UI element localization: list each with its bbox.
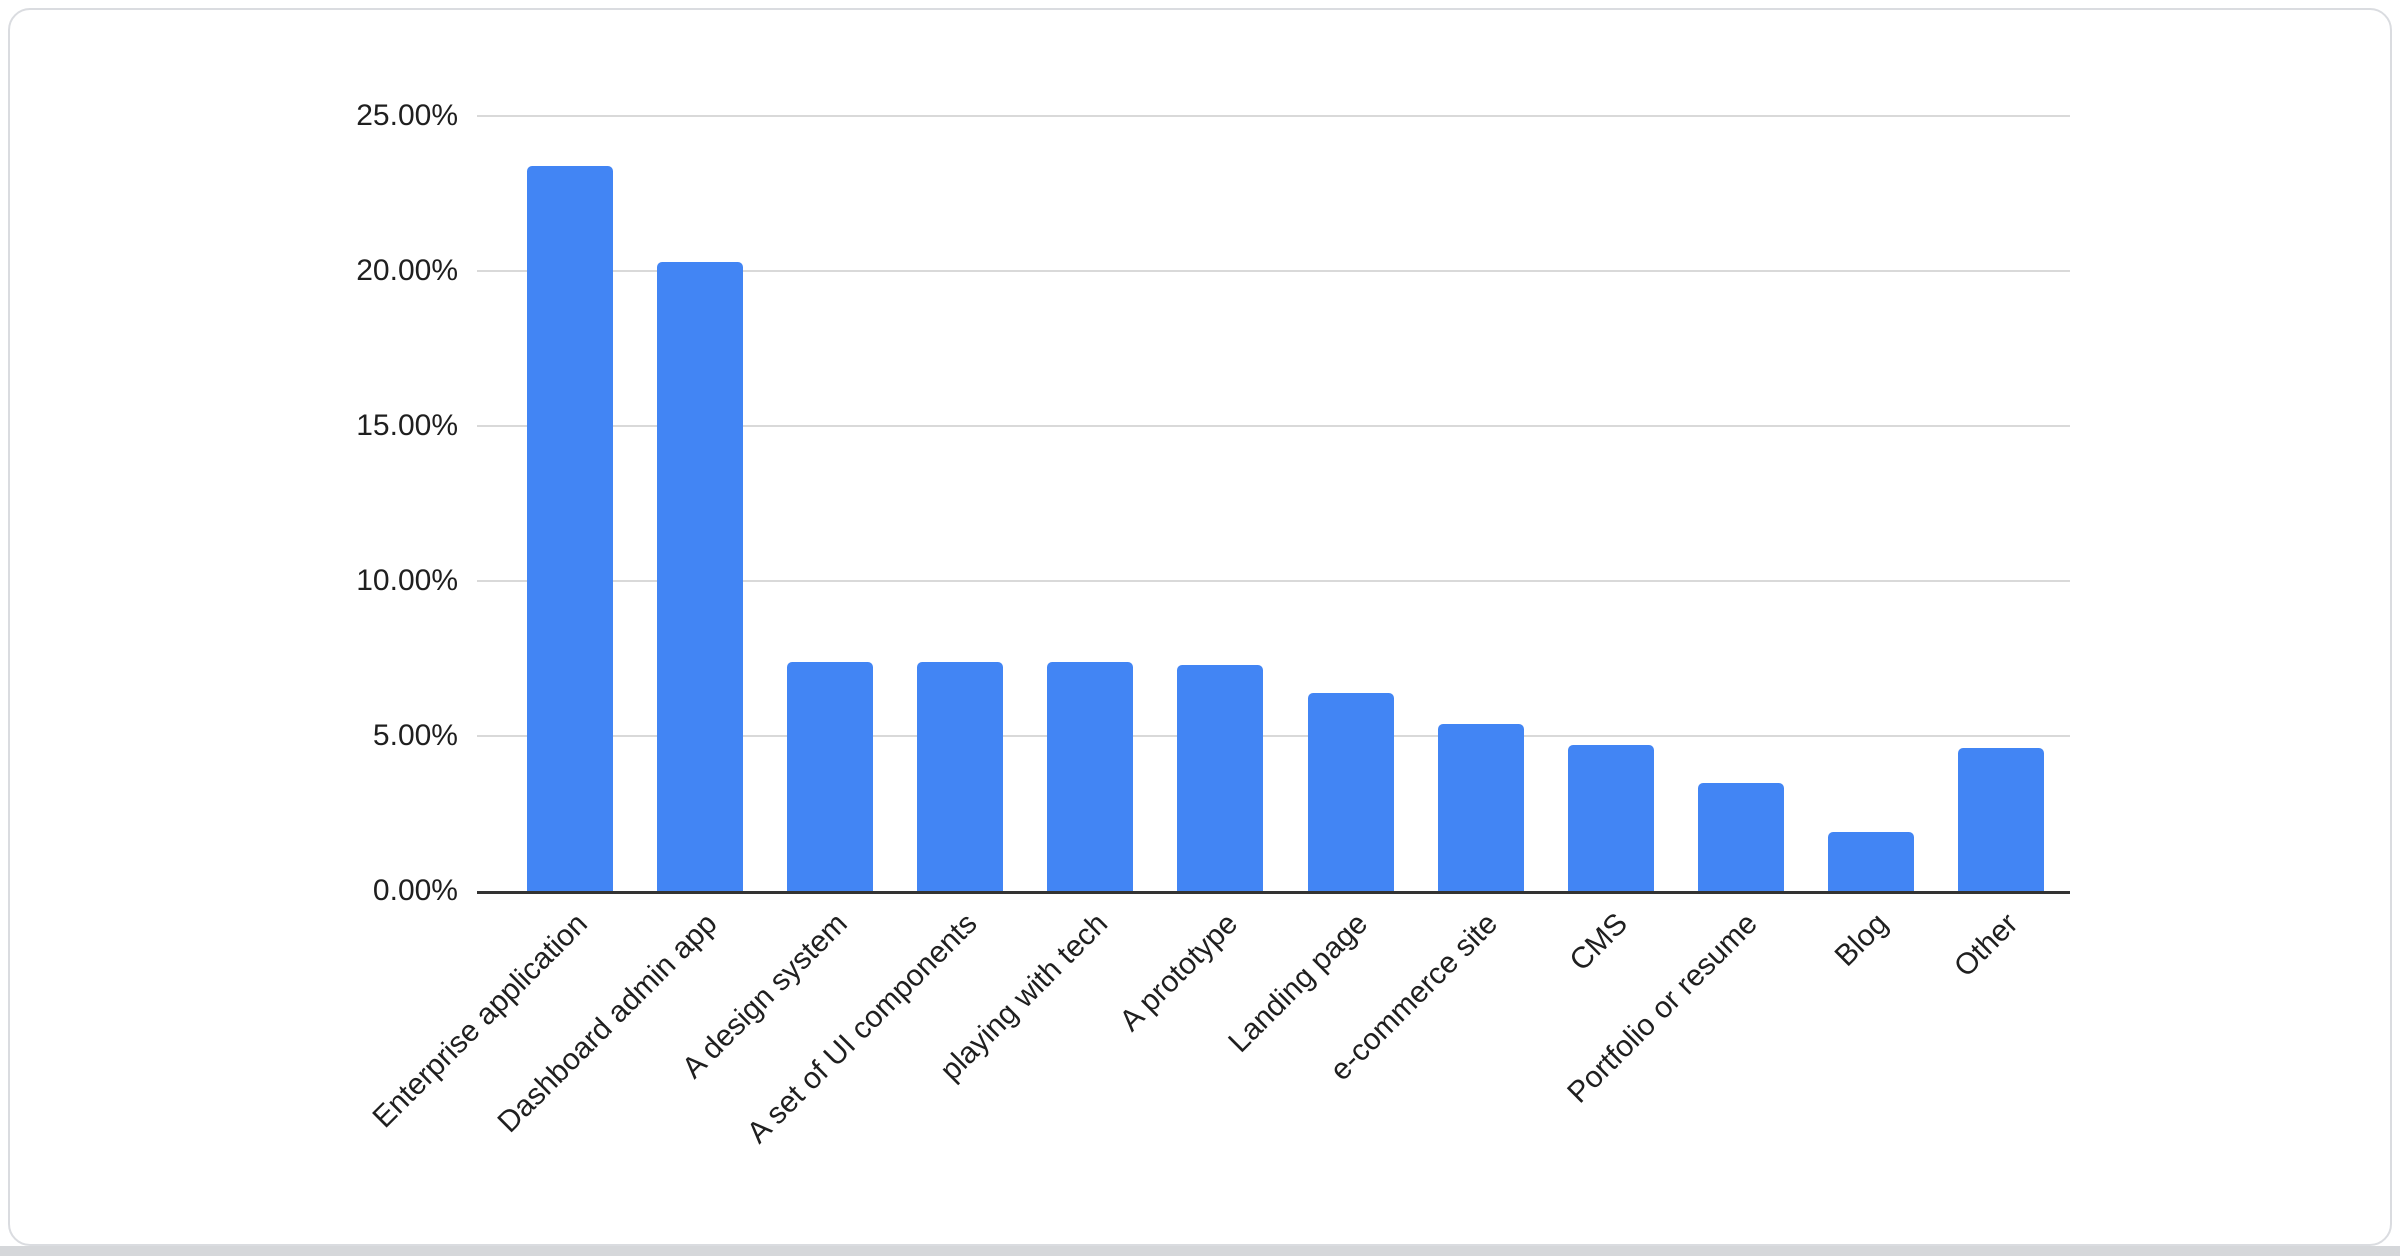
bar-slot: CMS — [1546, 116, 1676, 977]
bar-slot: playing with tech — [934, 116, 1155, 1087]
gridline — [477, 270, 2070, 272]
bar[interactable] — [1957, 748, 2044, 891]
x-axis-label: Dashboard admin app — [491, 907, 724, 1140]
x-axis-label: A prototype — [1113, 907, 1244, 1038]
bar-slot: A set of UI components — [741, 116, 1025, 1150]
bar[interactable] — [1047, 661, 1134, 891]
bar[interactable] — [1307, 692, 1394, 891]
x-axis-label: CMS — [1563, 907, 1634, 978]
bar[interactable] — [787, 661, 874, 891]
bar-slot: A design system — [676, 116, 895, 1085]
y-axis-tick-label: 25.00% — [356, 99, 458, 132]
bar[interactable] — [1827, 832, 1914, 891]
bar-slot: Landing page — [1222, 116, 1415, 1059]
bar-slot: A prototype — [1113, 116, 1285, 1038]
plot-area: Enterprise application Dashboard admin ap… — [356, 101, 2070, 1150]
bar[interactable] — [1567, 745, 1654, 891]
bar-series: Enterprise application Dashboard admin ap… — [366, 116, 2066, 1150]
chart-card: Enterprise application Dashboard admin ap… — [8, 8, 2392, 1246]
bar-slot: e-commerce site — [1324, 116, 1546, 1087]
x-axis-label: Other — [1947, 907, 2025, 984]
x-axis-label: Enterprise application — [366, 907, 594, 1135]
gridline — [477, 580, 2070, 582]
gridline — [477, 735, 2070, 737]
x-axis-label: A set of UI components — [740, 907, 984, 1150]
bar-slot: Enterprise application — [366, 116, 635, 1134]
y-axis-tick-label: 0.00% — [372, 874, 458, 907]
bar[interactable] — [657, 261, 744, 891]
bar-slot: Other — [1936, 116, 2066, 983]
y-axis-tick-label: 5.00% — [372, 719, 458, 752]
bar[interactable] — [527, 165, 614, 891]
y-axis-tick-label: 10.00% — [356, 564, 458, 597]
page-bottom-strip — [0, 1246, 2400, 1256]
gridline — [477, 115, 2070, 117]
y-axis-tick-label: 20.00% — [356, 254, 458, 287]
bar-slot: Blog — [1806, 116, 1936, 973]
bar-slot: Portfolio or resume — [1562, 116, 1806, 1110]
x-axis-label: Blog — [1828, 907, 1895, 973]
bar[interactable] — [1697, 782, 1784, 891]
gridline — [477, 425, 2070, 427]
bar-slot: Dashboard admin app — [491, 116, 765, 1139]
bar[interactable] — [1437, 723, 1524, 891]
bar[interactable] — [1177, 664, 1264, 891]
bar[interactable] — [917, 661, 1004, 891]
y-axis-tick-label: 15.00% — [356, 409, 458, 442]
